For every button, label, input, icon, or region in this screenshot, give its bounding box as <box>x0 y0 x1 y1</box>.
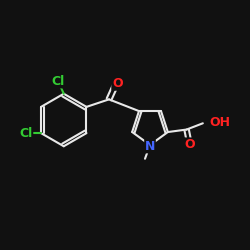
Text: O: O <box>112 77 122 90</box>
Text: Cl: Cl <box>51 75 64 88</box>
Text: O: O <box>184 138 195 151</box>
Text: OH: OH <box>209 116 230 129</box>
Text: N: N <box>145 140 155 153</box>
Text: Cl: Cl <box>20 126 33 140</box>
